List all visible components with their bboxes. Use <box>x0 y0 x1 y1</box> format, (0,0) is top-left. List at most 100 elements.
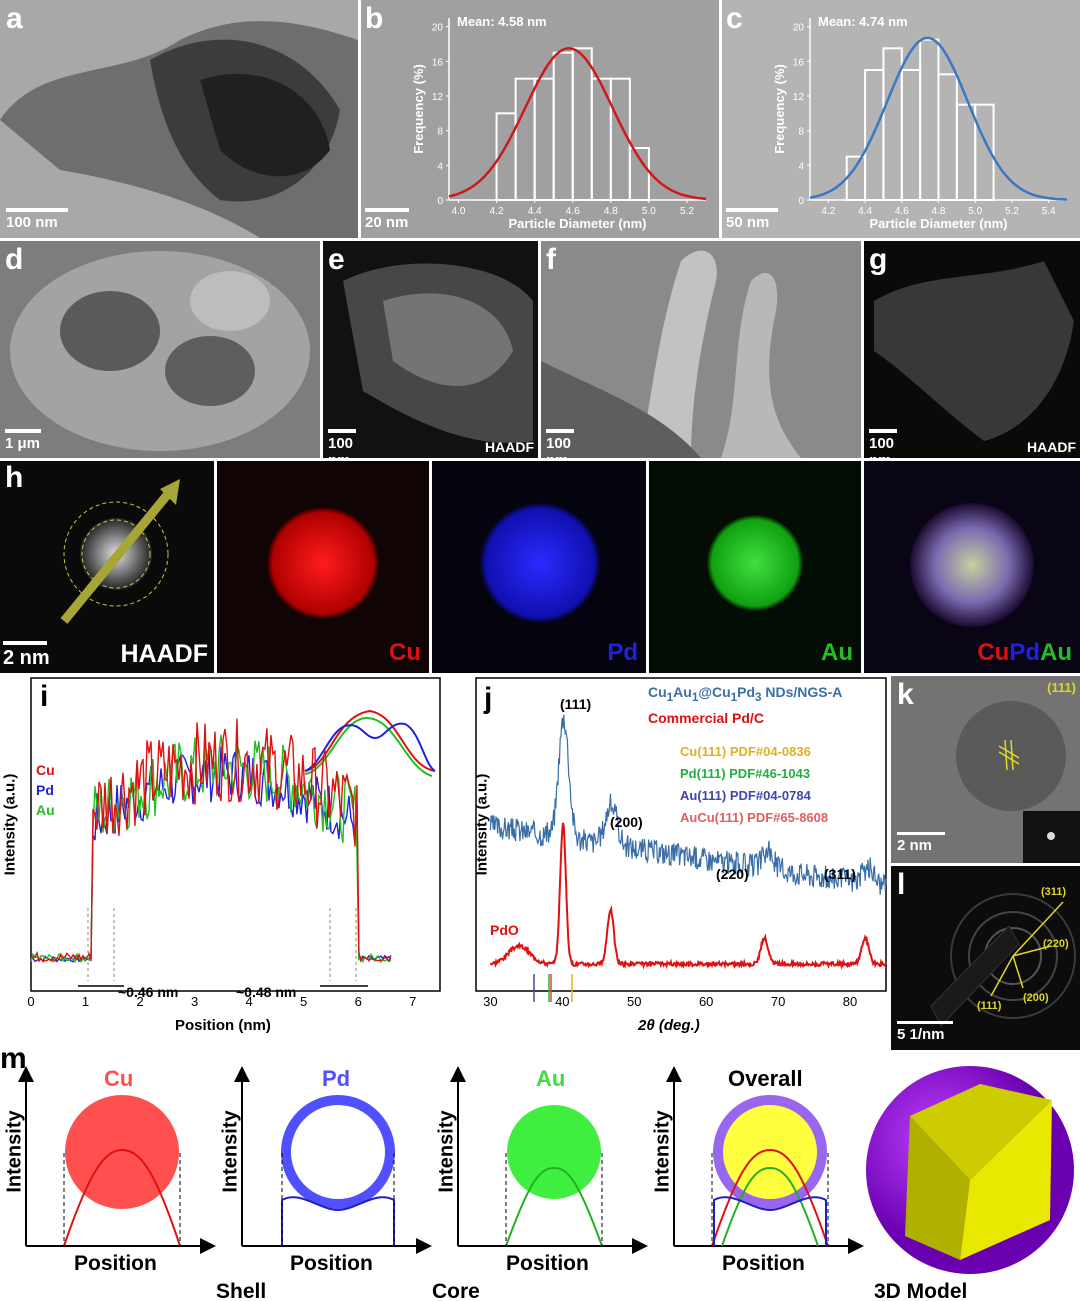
x-tick-label: 3 <box>191 994 198 1009</box>
hist-bar <box>974 103 995 201</box>
xrd-trace-commercial <box>489 822 887 970</box>
panel-label-b: b <box>365 2 384 35</box>
scale-bar-f: 100 nm <box>546 429 574 458</box>
haadf-texture <box>323 241 538 458</box>
ref-pd: Pd(111) PDF#46-1043 <box>680 766 811 781</box>
hist-bar <box>571 47 593 202</box>
title-pd: Pd <box>322 1066 351 1091</box>
map-label-au: Au <box>821 639 853 666</box>
legend-pd: Pd <box>36 782 54 798</box>
overlay-map-dot <box>910 503 1034 627</box>
haadf-label-h: HAADF <box>120 640 209 668</box>
haadf-particle <box>0 461 214 673</box>
overlay-cu: Cu <box>977 639 1010 666</box>
profile-trace <box>30 734 392 964</box>
panel-c-histogram: 4.2 4.4 4.6 4.8 5.0 5.2 5.4 0 4 8 12 16 20 Frequency … <box>722 0 1080 238</box>
histogram-c: 4.2 4.4 4.6 4.8 5.0 5.2 5.4 0 4 8 12 16 20 Frequency … <box>772 14 1068 231</box>
x-tick-label: 5.2 <box>1005 206 1019 217</box>
panel-label-g: g <box>869 243 888 276</box>
panel-label-c: c <box>726 2 743 35</box>
map-au: Au <box>649 461 861 673</box>
x-tick-label: 6 <box>355 994 362 1009</box>
panel-k-hrtem: k (111) 2 nm <box>891 676 1080 863</box>
line-profile-chart: 0 1 2 3 4 5 6 7 <box>27 677 441 1009</box>
panel-l-saed: l (311) (220) (200) (111) 5 1/nm <box>891 866 1080 1053</box>
x-tick-label: 5.4 <box>1042 206 1056 217</box>
gaussian-fit <box>448 47 707 201</box>
legend-commercial: Commercial Pd/C <box>648 710 764 726</box>
x-tick-label: 80 <box>843 994 857 1009</box>
x-tick-label: 50 <box>627 994 641 1009</box>
mean-label: Mean: 4.74 nm <box>818 14 908 29</box>
cu-map-dot <box>267 507 379 619</box>
y-tick-label: 16 <box>793 57 805 68</box>
x-tick-label: 4.6 <box>566 206 580 217</box>
legend-sample: Cu1Au1@Cu1Pd3 NDs/NGS-A <box>648 684 843 704</box>
x-tick-label: 60 <box>699 994 713 1009</box>
hist-bar <box>937 73 958 201</box>
x-tick-label: 4.8 <box>604 206 618 217</box>
x-tick-label: 4.4 <box>528 206 542 217</box>
x-tick-label: 0 <box>27 994 34 1009</box>
legend-au: Au <box>36 802 55 818</box>
ylabel-m-2: Intensity <box>219 1110 242 1193</box>
schematic-overall <box>666 1066 864 1254</box>
scale-bar-h: 2 nm <box>3 641 63 670</box>
x-tick-label: 4.2 <box>821 206 835 217</box>
panel-j-xrd: 30 40 50 60 70 80 j (111) (200) (220) (311) C… <box>460 676 888 1050</box>
annotation-048: ~0.48 nm <box>236 984 297 1000</box>
pd-map-dot <box>480 503 600 623</box>
panel-m-schematic: m <box>0 1050 1080 1301</box>
hist-bar <box>845 155 867 202</box>
panel-label-f: f <box>546 243 556 276</box>
ref-cu: Cu(111) PDF#04-0836 <box>680 744 811 759</box>
x-tick-label: 7 <box>409 994 416 1009</box>
gaussian-fit <box>809 36 1068 201</box>
plane-200: (200) <box>1023 992 1049 1004</box>
map-pd: Pd <box>432 461 646 673</box>
xrd-chart: 30 40 50 60 70 80 <box>475 677 887 1009</box>
y-tick-label: 0 <box>798 196 804 207</box>
title-cu: Cu <box>104 1066 134 1091</box>
ylabel-m-4: Intensity <box>651 1110 674 1193</box>
panel-label-m: m <box>0 1050 27 1075</box>
ref-au: Au(111) PDF#04-0784 <box>680 788 811 803</box>
hist-bar <box>609 77 631 201</box>
x-tick-label: 1 <box>82 994 89 1009</box>
xrd-traces <box>489 714 887 970</box>
ylabel-m-3: Intensity <box>435 1110 458 1193</box>
plane-220: (220) <box>1043 938 1069 950</box>
x-tick-label: 4.6 <box>895 206 909 217</box>
mean-label: Mean: 4.58 nm <box>457 14 547 29</box>
x-tick-label: 40 <box>555 994 569 1009</box>
title-overall: Overall <box>728 1066 803 1091</box>
scale-bar-e: 100 nm <box>328 429 356 458</box>
y-tick-label: 16 <box>432 57 444 68</box>
x-tick-label: 4.0 <box>452 206 466 217</box>
peak-200: (200) <box>610 814 643 830</box>
y-tick-label: 12 <box>793 92 805 103</box>
profile-traces <box>30 718 392 964</box>
panel-f-sem-image: f 100 nm <box>541 241 861 458</box>
pdo-label: PdO <box>490 922 519 938</box>
plane-111-k: (111) <box>1047 680 1076 695</box>
y-axis-label: Frequency (%) <box>411 64 426 154</box>
y-tick-label: 20 <box>793 23 805 34</box>
annotation-046: ~0.46 nm <box>118 984 179 1000</box>
au-map-dot <box>707 515 803 611</box>
tem-texture <box>0 0 358 238</box>
overlay-au: Au <box>1040 639 1072 666</box>
y-tick-label: 4 <box>798 161 804 172</box>
scale-bar-d: 1 μm <box>5 429 41 452</box>
caption-3d-model: 3D Model <box>874 1280 968 1301</box>
hist-bar <box>552 51 574 201</box>
y-tick-label: 4 <box>437 161 443 172</box>
histogram-b: 4.0 4.2 4.4 4.6 4.8 5.0 5.2 0 4 8 12 16 20 Frequency … <box>411 14 707 231</box>
peak-220: (220) <box>716 866 749 882</box>
hist-bar <box>919 38 940 201</box>
scale-bar-a: 100 nm <box>6 208 68 231</box>
y-tick-label: 0 <box>437 196 443 207</box>
x-tick-label: 4.8 <box>932 206 946 217</box>
ylabel-i: Intensity (a.u.) <box>1 773 19 876</box>
x-tick-label: 30 <box>483 994 497 1009</box>
